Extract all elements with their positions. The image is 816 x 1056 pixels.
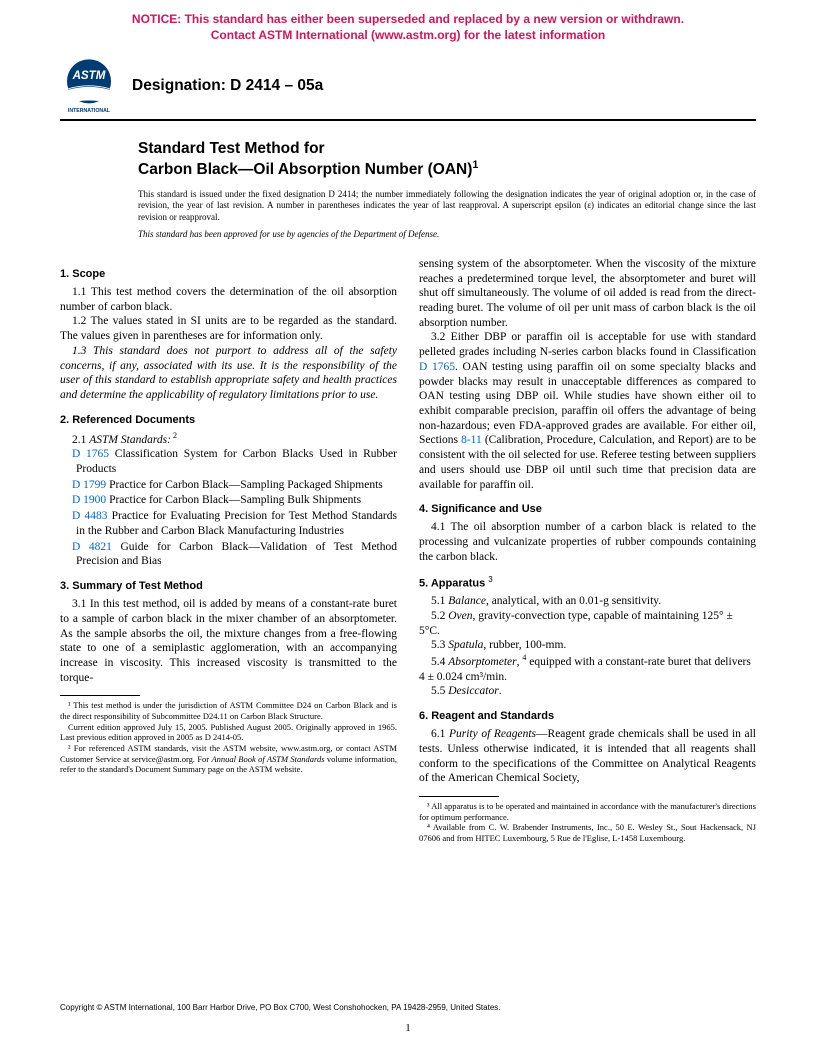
ref-link[interactable]: D 1799	[72, 479, 106, 491]
apparatus-p2: 5.2 Oven, gravity-convection type, capab…	[419, 609, 756, 638]
inline-link-8-11[interactable]: 8-11	[461, 434, 482, 446]
footnote-4: ⁴ Available from C. W. Brabender Instrum…	[419, 822, 756, 843]
app-p2-pre: 5.2	[431, 610, 448, 622]
ref-text: Practice for Carbon Black—Sampling Packa…	[106, 479, 383, 491]
fn2-em: Annual Book of ASTM Standards	[211, 754, 324, 764]
app-p3-post: , rubber, 100-mm.	[483, 639, 566, 651]
svg-text:ASTM: ASTM	[72, 69, 106, 82]
ref-text: Classification System for Carbon Blacks …	[76, 448, 397, 475]
significance-p1: 4.1 The oil absorption number of a carbo…	[419, 520, 756, 564]
apparatus-head: 5. Apparatus 3	[419, 575, 756, 591]
footnote-3: ³ All apparatus is to be operated and ma…	[419, 801, 756, 822]
summary-p2: 3.2 Either DBP or paraffin oil is accept…	[419, 330, 756, 492]
header: ASTM INTERNATIONAL Designation: D 2414 –…	[0, 49, 816, 119]
scope-head: 1. Scope	[60, 267, 397, 281]
notice-banner: NOTICE: This standard has either been su…	[0, 0, 816, 49]
summary-head: 3. Summary of Test Method	[60, 579, 397, 593]
apparatus-p5: 5.5 Desiccator.	[419, 684, 756, 699]
scope-p1: 1.1 This test method covers the determin…	[60, 285, 397, 314]
summary-p1b: sensing system of the absorptometer. Whe…	[419, 257, 756, 331]
apparatus-p1: 5.1 Balance, analytical, with an 0.01-g …	[419, 594, 756, 609]
ref-item: D 1765 Classification System for Carbon …	[60, 447, 397, 476]
rea-p1-em: Purity of Reagents	[449, 728, 536, 740]
app-p1-pre: 5.1	[431, 595, 448, 607]
scope-p3: 1.3 This standard does not purport to ad…	[60, 344, 397, 403]
apparatus-p3: 5.3 Spatula, rubber, 100-mm.	[419, 638, 756, 653]
content-columns: 1. Scope 1.1 This test method covers the…	[0, 257, 816, 844]
app-p5-em: Desiccator	[448, 685, 498, 697]
refdocs-head: 2. Referenced Documents	[60, 413, 397, 427]
ref-link[interactable]: D 1765	[72, 448, 109, 460]
svg-text:INTERNATIONAL: INTERNATIONAL	[68, 108, 111, 114]
footnote-rule-right	[419, 796, 499, 797]
scope-p2: 1.2 The values stated in SI units are to…	[60, 314, 397, 343]
reagent-p1: 6.1 Purity of Reagents—Reagent grade che…	[419, 727, 756, 786]
designation: Designation: D 2414 – 05a	[132, 77, 323, 95]
ref-item: D 4821 Guide for Carbon Black—Validation…	[60, 540, 397, 569]
reagent-head: 6. Reagent and Standards	[419, 709, 756, 723]
app-p5-pre: 5.5	[431, 685, 448, 697]
app-p2-em: Oven	[448, 610, 472, 622]
footnote-rule-left	[60, 695, 140, 696]
footnote-2: ² For referenced ASTM standards, visit t…	[60, 743, 397, 775]
right-column: sensing system of the absorptometer. Whe…	[419, 257, 756, 844]
app-p1-post: , analytical, with an 0.01-g sensitivity…	[486, 595, 661, 607]
ref-link[interactable]: D 4821	[72, 541, 112, 553]
app-p4-em: Absorptometer	[448, 656, 516, 668]
title-sup: 1	[472, 159, 478, 171]
page-number: 1	[405, 1022, 411, 1034]
inline-link-d1765[interactable]: D 1765	[419, 361, 455, 373]
notice-line1: NOTICE: This standard has either been su…	[132, 12, 684, 26]
ref-link[interactable]: D 4483	[72, 510, 107, 522]
notice-line2: Contact ASTM International (www.astm.org…	[211, 28, 605, 42]
title-block: Standard Test Method for Carbon Black—Oi…	[0, 139, 816, 179]
refdocs-lead: 2.1 ASTM Standards: 2	[60, 431, 397, 448]
copyright: Copyright © ASTM International, 100 Barr…	[60, 1003, 501, 1012]
issuance-note: This standard is issued under the fixed …	[0, 189, 816, 223]
astm-logo: ASTM INTERNATIONAL	[60, 57, 118, 115]
app-p3-pre: 5.3	[431, 639, 448, 651]
ref-text: Practice for Carbon Black—Sampling Bulk …	[106, 494, 361, 506]
app-p3-em: Spatula	[448, 639, 483, 651]
ref-item: D 4483 Practice for Evaluating Precision…	[60, 509, 397, 538]
left-column: 1. Scope 1.1 This test method covers the…	[60, 257, 397, 844]
significance-head: 4. Significance and Use	[419, 502, 756, 516]
refdocs-lead-em: ASTM Standards:	[89, 434, 171, 446]
ref-item: D 1799 Practice for Carbon Black—Samplin…	[60, 478, 397, 493]
app-p1-em: Balance	[448, 595, 486, 607]
ref-item: D 1900 Practice for Carbon Black—Samplin…	[60, 493, 397, 508]
rea-p1-pre: 6.1	[431, 728, 449, 740]
app-p5-post: .	[499, 685, 502, 697]
sum-p2-pre: 3.2 Either DBP or paraffin oil is accept…	[419, 331, 756, 358]
summary-p1: 3.1 In this test method, oil is added by…	[60, 597, 397, 685]
dod-note: This standard has been approved for use …	[0, 229, 816, 239]
footnote-1b: Current edition approved July 15, 2005. …	[60, 722, 397, 743]
ref-text: Guide for Carbon Black—Validation of Tes…	[76, 541, 397, 568]
app-p4-pre: 5.4	[431, 656, 448, 668]
app-head-pre: 5. Apparatus	[419, 577, 488, 589]
header-rule	[60, 119, 756, 121]
ref-link[interactable]: D 1900	[72, 494, 106, 506]
apparatus-p4: 5.4 Absorptometer, 4 equipped with a con…	[419, 653, 756, 684]
title-line2: Carbon Black—Oil Absorption Number (OAN)…	[138, 159, 756, 180]
ref-text: Practice for Evaluating Precision for Te…	[76, 510, 397, 537]
title-text: Carbon Black—Oil Absorption Number (OAN)	[138, 161, 472, 178]
app-head-sup: 3	[488, 575, 492, 584]
footnote-1: ¹ This test method is under the jurisdic…	[60, 700, 397, 721]
title-line1: Standard Test Method for	[138, 139, 756, 158]
refdocs-lead-pre: 2.1	[72, 434, 89, 446]
refdocs-lead-sup: 2	[171, 431, 177, 440]
